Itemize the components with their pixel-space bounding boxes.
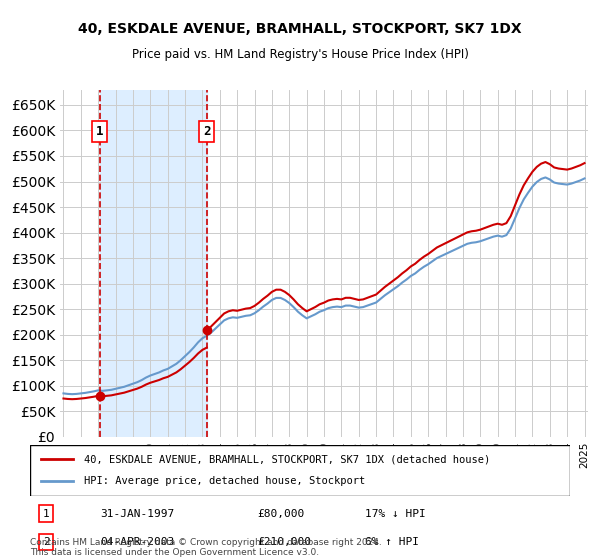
Text: £80,000: £80,000	[257, 508, 304, 519]
Text: Price paid vs. HM Land Registry's House Price Index (HPI): Price paid vs. HM Land Registry's House …	[131, 48, 469, 60]
Text: 40, ESKDALE AVENUE, BRAMHALL, STOCKPORT, SK7 1DX (detached house): 40, ESKDALE AVENUE, BRAMHALL, STOCKPORT,…	[84, 454, 490, 464]
Text: HPI: Average price, detached house, Stockport: HPI: Average price, detached house, Stoc…	[84, 477, 365, 487]
Text: £210,000: £210,000	[257, 537, 311, 547]
Text: 6% ↑ HPI: 6% ↑ HPI	[365, 537, 419, 547]
Text: 2: 2	[43, 537, 50, 547]
Text: 31-JAN-1997: 31-JAN-1997	[100, 508, 175, 519]
Text: 17% ↓ HPI: 17% ↓ HPI	[365, 508, 425, 519]
Text: 04-APR-2003: 04-APR-2003	[100, 537, 175, 547]
FancyBboxPatch shape	[30, 445, 570, 496]
Text: 2: 2	[203, 125, 211, 138]
Text: Contains HM Land Registry data © Crown copyright and database right 2024.
This d: Contains HM Land Registry data © Crown c…	[30, 538, 382, 557]
Bar	[100, 90, 207, 437]
Text: 1: 1	[96, 125, 103, 138]
Text: 40, ESKDALE AVENUE, BRAMHALL, STOCKPORT, SK7 1DX: 40, ESKDALE AVENUE, BRAMHALL, STOCKPORT,…	[78, 22, 522, 36]
Text: 1: 1	[43, 508, 50, 519]
